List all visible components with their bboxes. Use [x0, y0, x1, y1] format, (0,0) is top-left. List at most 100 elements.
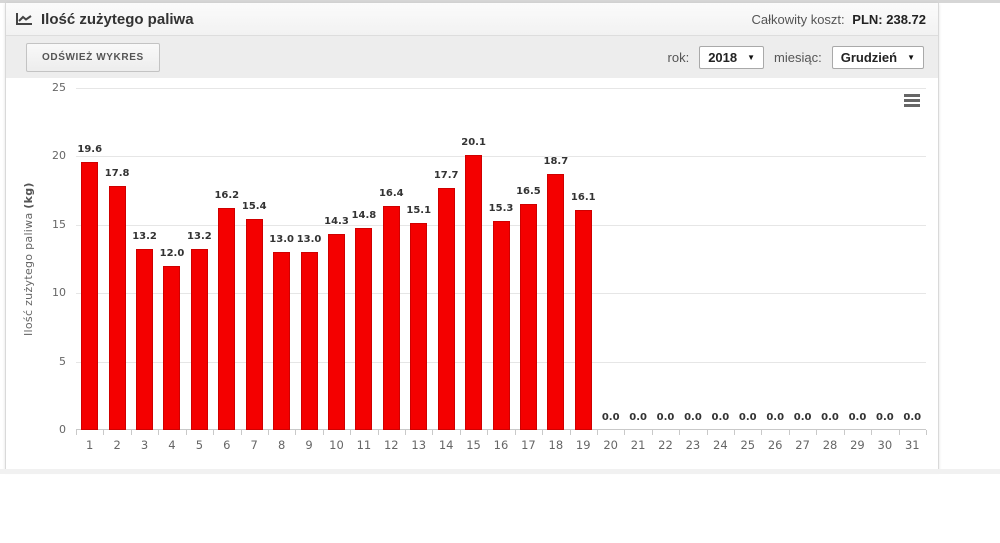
bar-value-label: 0.0 [876, 412, 894, 423]
x-axis-label: 15 [466, 438, 481, 452]
x-axis-tick [487, 430, 489, 435]
bar-value-label: 0.0 [738, 412, 757, 423]
x-axis-label: 7 [250, 438, 258, 452]
bar[interactable] [300, 252, 318, 430]
bar-value-label: 0.0 [848, 412, 867, 423]
x-axis-tick [734, 430, 736, 435]
x-axis-label: 5 [195, 438, 204, 452]
month-select-value: Grudzień [840, 49, 898, 65]
bar-value-label: 16.2 [214, 190, 240, 201]
x-axis-label: 3 [140, 438, 149, 452]
year-select-value: 2018 [708, 49, 738, 65]
total-cost-value: PLN: 238.72 [852, 11, 926, 27]
x-axis-label: 28 [822, 438, 838, 452]
total-cost-label: Całkowity koszt: [751, 11, 845, 27]
bar[interactable] [108, 186, 126, 430]
toolbar: ODŚWIEŻ WYKRES rok: 2018 ▼ miesiąc: Grud… [6, 36, 938, 78]
bar-value-label: 16.1 [570, 192, 596, 203]
bar-value-label: 0.0 [903, 412, 922, 423]
x-axis-label: 8 [277, 438, 286, 452]
bar[interactable] [245, 219, 263, 430]
bar-value-label: 0.0 [684, 412, 702, 423]
x-axis-label: 26 [767, 438, 783, 452]
x-axis-label: 29 [850, 438, 865, 452]
fuel-chart-panel: Ilość zużytego paliwa Całkowity koszt: P… [5, 3, 939, 471]
fuel-bar-chart: Ilość zużytego paliwa (kg) 19.6 17.8 13.2 1… [6, 78, 938, 470]
x-axis-tick [158, 430, 160, 435]
x-axis-label: 17 [521, 438, 536, 452]
bar[interactable] [327, 234, 345, 430]
bar[interactable] [163, 266, 181, 430]
x-axis-label: 23 [685, 438, 701, 452]
bar-value-label: 13.2 [132, 231, 157, 242]
panel-header: Ilość zużytego paliwa Całkowity koszt: P… [6, 3, 938, 36]
x-axis-label: 21 [630, 438, 646, 452]
x-axis-tick [295, 430, 297, 435]
bar[interactable] [437, 188, 455, 430]
x-axis-label: 18 [548, 438, 564, 452]
x-axis-tick [185, 430, 187, 435]
x-axis-tick [624, 430, 626, 435]
bar-value-label: 15.3 [488, 203, 514, 214]
x-axis-tick [596, 430, 598, 435]
bar-value-label: 15.4 [241, 201, 267, 212]
chevron-down-icon: ▼ [907, 52, 915, 62]
page-title: Ilość zużytego paliwa [41, 10, 194, 28]
bar-value-label: 14.3 [324, 216, 349, 227]
year-select[interactable]: 2018 ▼ [699, 45, 765, 69]
page-top-border [0, 0, 1000, 3]
bar-value-label: 19.6 [77, 144, 103, 155]
y-axis-tick-label: 25 [52, 81, 66, 94]
x-axis-tick [651, 430, 653, 435]
x-axis-tick [761, 430, 763, 435]
bar[interactable] [81, 162, 99, 430]
bar[interactable] [465, 155, 483, 430]
x-axis-tick [405, 430, 407, 435]
bar-value-label: 15.1 [406, 205, 432, 216]
refresh-chart-button[interactable]: ODŚWIEŻ WYKRES [26, 42, 160, 72]
x-axis-label: 30 [877, 438, 893, 452]
hamburger-menu-icon[interactable] [902, 90, 922, 111]
x-axis-tick [213, 430, 215, 435]
bar-value-label: 16.4 [378, 188, 404, 199]
x-axis-tick [706, 430, 708, 435]
x-axis-tick [569, 430, 571, 435]
bar[interactable] [355, 228, 373, 430]
month-label: miesiąc: [774, 49, 822, 65]
x-axis-tick [514, 430, 516, 435]
bar[interactable] [492, 221, 510, 430]
x-axis-tick [898, 430, 900, 435]
bar[interactable] [519, 204, 537, 430]
bar[interactable] [218, 208, 236, 430]
month-select[interactable]: Grudzień ▼ [831, 45, 924, 69]
x-axis-label: 9 [305, 438, 313, 452]
bar-value-label: 17.7 [433, 170, 459, 181]
bar[interactable] [574, 210, 592, 430]
bar-value-label: 0.0 [601, 412, 620, 423]
x-axis-tick [267, 430, 269, 435]
x-axis-label: 11 [356, 438, 372, 452]
x-axis-label: 16 [493, 438, 509, 452]
x-axis-label: 31 [904, 438, 920, 452]
x-axis-label: 1 [86, 438, 94, 452]
x-axis-tick [240, 430, 242, 435]
plot-area: 19.6 17.8 13.2 12.0 13.2 16.2 15.4 13.0 13.0 14.3… [76, 88, 927, 435]
chevron-down-icon: ▼ [747, 52, 756, 62]
x-axis-label: 20 [603, 438, 618, 452]
x-axis-tick [788, 430, 790, 435]
y-axis-tick-label: 10 [52, 286, 66, 300]
bar[interactable] [136, 249, 154, 430]
x-axis-label: 2 [113, 438, 121, 452]
bar[interactable] [547, 174, 565, 430]
page-background-strip [0, 469, 1000, 474]
gridline [76, 88, 926, 89]
bar[interactable] [190, 249, 208, 430]
bar[interactable] [273, 252, 291, 430]
bar-value-label: 0.0 [711, 412, 730, 423]
bar[interactable] [410, 223, 428, 430]
bar-value-label: 0.0 [766, 412, 785, 423]
y-axis-tick-label: 15 [52, 217, 66, 231]
line-chart-icon [16, 12, 33, 26]
y-axis-tick-label: 20 [52, 149, 66, 163]
bar[interactable] [382, 206, 400, 430]
